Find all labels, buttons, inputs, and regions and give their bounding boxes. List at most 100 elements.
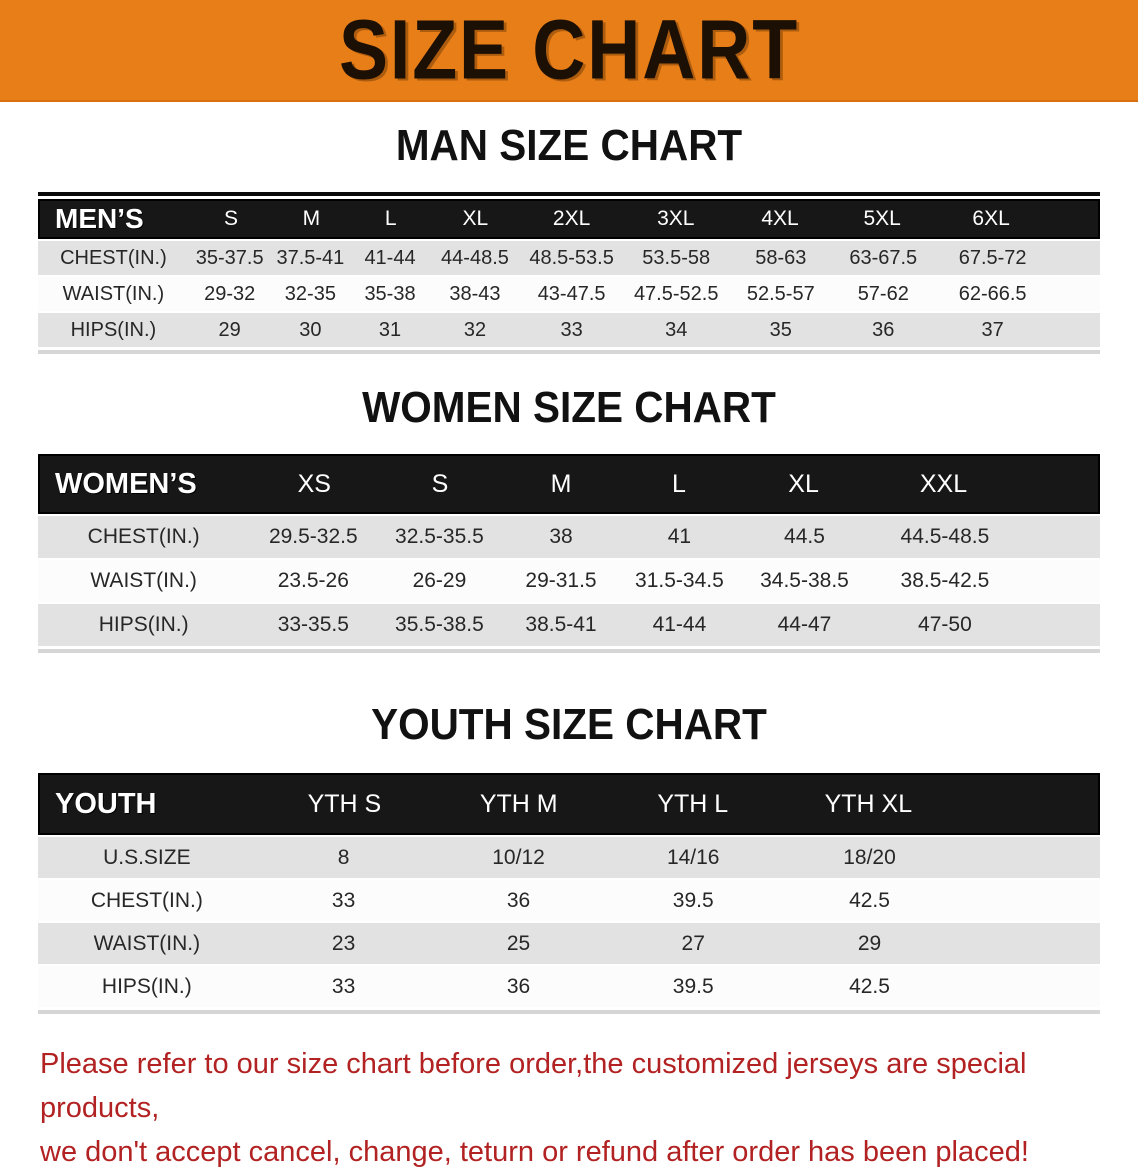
measurement-row: WAIST(IN.) 23 25 27 29 — [38, 923, 1100, 964]
size-column-header: XL — [788, 469, 819, 498]
table-header-row: MEN’S S M L XL 2XL 3XL 4XL 5XL 6XL — [38, 199, 1100, 239]
row-label-cell: WAIST(IN.) — [90, 569, 197, 592]
size-column-header: 3XL — [657, 207, 695, 230]
value-cell: 33 — [331, 888, 356, 912]
value-cell: 57-62 — [857, 282, 909, 305]
measurement-row: U.S.SIZE 8 10/12 14/16 18/20 — [38, 837, 1100, 878]
value-cell: 39.5 — [672, 974, 714, 998]
size-column-header: M — [550, 469, 572, 498]
measurement-row: HIPS(IN.) 33 36 39.5 42.5 — [38, 966, 1100, 1007]
size-column-header: YTH M — [479, 789, 558, 818]
size-column-header: 6XL — [972, 207, 1010, 230]
value-cell: 14/16 — [666, 845, 720, 869]
value-cell: 41 — [667, 525, 692, 548]
measurement-row: CHEST(IN.) 33 36 39.5 42.5 — [38, 880, 1100, 921]
table-title-cell: WOMEN’S — [55, 467, 197, 500]
value-cell: 35 — [769, 318, 792, 341]
value-cell: 33-35.5 — [277, 613, 349, 636]
footer-line-2: we don't accept cancel, change, teturn o… — [40, 1136, 1029, 1168]
footer-note: Please refer to our size chart before or… — [40, 1042, 1100, 1174]
size-column-header: XXL — [919, 469, 968, 498]
value-cell: 42.5 — [849, 888, 890, 912]
value-cell: 34 — [665, 318, 688, 341]
value-cell: 35-37.5 — [195, 246, 264, 269]
size-column-header: YTH XL — [824, 789, 913, 818]
value-cell: 32.5-35.5 — [395, 525, 484, 548]
row-label-cell: HIPS(IN.) — [98, 613, 189, 636]
value-cell: 44.5 — [784, 525, 825, 548]
value-cell: 33 — [331, 974, 356, 998]
size-column-header: XS — [297, 469, 331, 498]
value-cell: 33 — [560, 318, 583, 341]
size-column-header: S — [431, 469, 449, 498]
value-cell: 44-47 — [777, 613, 832, 636]
value-cell: 63-67.5 — [849, 246, 918, 269]
value-cell: 8 — [337, 845, 350, 869]
value-cell: 38.5-41 — [525, 613, 597, 636]
size-column-header: L — [384, 207, 397, 230]
women-section-heading: WOMEN SIZE CHART — [362, 383, 776, 432]
value-cell: 42.5 — [849, 974, 890, 998]
value-cell: 41-44 — [364, 246, 416, 269]
size-column-header: 5XL — [863, 207, 901, 230]
size-column-header: 2XL — [552, 207, 591, 230]
men-table-top-rule — [38, 192, 1100, 196]
value-cell: 47-50 — [918, 613, 972, 636]
value-cell: 38 — [549, 525, 573, 548]
row-label-cell: HIPS(IN.) — [70, 318, 157, 341]
measurement-row: HIPS(IN.) 29 30 31 32 33 34 35 36 37 — [38, 313, 1100, 347]
value-cell: 29 — [857, 931, 882, 955]
measurement-row: CHEST(IN.) 35-37.5 37.5-41 41-44 44-48.5 48.5… — [38, 241, 1100, 275]
value-cell: 18/20 — [843, 845, 896, 869]
value-cell: 10/12 — [492, 845, 545, 869]
size-column-header: M — [302, 207, 321, 230]
row-label-cell: WAIST(IN.) — [62, 282, 165, 305]
value-cell: 29.5-32.5 — [268, 525, 358, 548]
size-column-header: YTH S — [307, 789, 382, 818]
value-cell: 29-32 — [204, 282, 256, 305]
value-cell: 47.5-52.5 — [633, 282, 719, 305]
measurement-row: HIPS(IN.) 33-35.5 35.5-38.5 38.5-41 41-44 44-… — [38, 604, 1100, 646]
value-cell: 25 — [506, 931, 531, 955]
value-cell: 44.5-48.5 — [900, 525, 990, 548]
value-cell: 31.5-34.5 — [635, 569, 724, 592]
row-label-cell: HIPS(IN.) — [101, 974, 192, 998]
value-cell: 35-38 — [364, 282, 416, 305]
men-size-table: MEN’S S M L XL 2XL 3XL 4XL 5XL 6XL CHEST(IN.) 35-37… — [38, 192, 1100, 354]
value-cell: 36 — [506, 888, 531, 912]
table-title-cell: YOUTH — [55, 787, 157, 820]
youth-size-table: YOUTH YTH S YTH M YTH L YTH XL U.S.SIZE 8 10/12… — [38, 773, 1100, 1014]
size-column-header: S — [223, 207, 238, 230]
value-cell: 43-47.5 — [537, 282, 606, 305]
value-cell: 26-29 — [412, 569, 467, 592]
row-label-cell: CHEST(IN.) — [90, 888, 203, 912]
measurement-row: WAIST(IN.) 23.5-26 26-29 29-31.5 31.5-34.5 34… — [38, 560, 1100, 602]
value-cell: 23.5-26 — [277, 569, 349, 592]
value-cell: 37.5-41 — [276, 246, 345, 269]
value-cell: 67.5-72 — [958, 246, 1027, 269]
value-cell: 38.5-42.5 — [900, 569, 990, 592]
table-header-row: WOMEN’S XS S M L XL XXL — [38, 454, 1100, 514]
value-cell: 36 — [506, 974, 531, 998]
value-cell: 62-66.5 — [958, 282, 1027, 305]
women-size-table: WOMEN’S XS S M L XL XXL CHEST(IN.) 29.5-32.5 32.5… — [38, 454, 1100, 653]
value-cell: 48.5-53.5 — [529, 246, 614, 269]
measurement-row: CHEST(IN.) 29.5-32.5 32.5-35.5 38 41 44.5 44.5… — [38, 516, 1100, 558]
value-cell: 44-48.5 — [441, 246, 509, 269]
row-label-cell: CHEST(IN.) — [87, 525, 200, 548]
value-cell: 36 — [872, 318, 895, 341]
value-cell: 41-44 — [652, 613, 707, 636]
value-cell: 29-31.5 — [525, 569, 597, 592]
size-column-header: 4XL — [761, 207, 799, 230]
value-cell: 29 — [218, 318, 241, 341]
value-cell: 34.5-38.5 — [760, 569, 849, 592]
value-cell: 53.5-58 — [642, 246, 711, 269]
banner-title: SIZE CHART — [339, 2, 799, 97]
measurement-row: WAIST(IN.) 29-32 32-35 35-38 38-43 43-47.5 47.… — [38, 277, 1100, 311]
value-cell: 30 — [299, 318, 322, 341]
value-cell: 52.5-57 — [746, 282, 815, 305]
row-label-cell: U.S.SIZE — [103, 845, 191, 869]
row-label-cell: WAIST(IN.) — [93, 931, 201, 955]
value-cell: 38-43 — [449, 282, 501, 305]
size-banner: SIZE CHART — [0, 0, 1138, 102]
